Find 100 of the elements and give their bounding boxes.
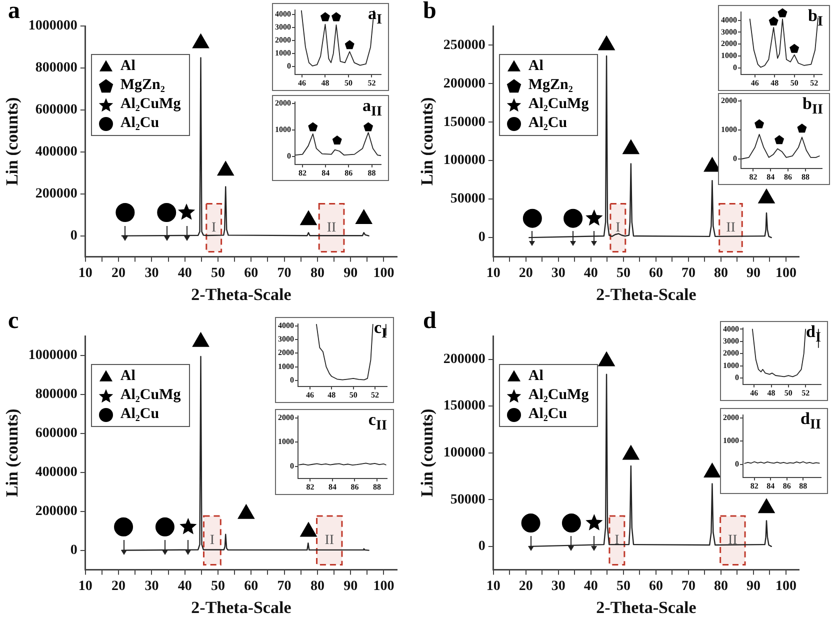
x-tick-label: 30 — [551, 578, 566, 594]
y-tick-label: 2000 — [721, 39, 737, 48]
x-tick-label: 20 — [112, 578, 126, 594]
point — [356, 210, 372, 224]
y-tick-label: 2000 — [278, 348, 294, 358]
x-tick-label: 100 — [373, 266, 394, 281]
band-label: II — [728, 533, 738, 548]
legend-label: Al₂Cu — [120, 114, 160, 133]
x-tick-label: 80 — [714, 266, 728, 281]
y-tick-label: 4000 — [278, 320, 294, 330]
y-tick-label: 200000 — [443, 352, 486, 367]
point — [192, 332, 210, 347]
point — [564, 208, 583, 228]
x-tick-label: 30 — [144, 266, 159, 281]
y-tick-label: 2000 — [278, 412, 294, 422]
y-tick-label: 0 — [478, 539, 486, 554]
y-tick-label: 0 — [70, 228, 78, 244]
x-tick-label: 10 — [78, 578, 92, 594]
y-tick-label: 400000 — [35, 144, 78, 160]
legend-label: MgZn₂ — [120, 76, 165, 95]
x-axis-title: 2-Theta-Scale — [191, 285, 292, 304]
x-tick-label: 50 — [210, 578, 225, 594]
y-tick-label: 0 — [735, 373, 739, 382]
x-tick-label: 40 — [584, 266, 598, 281]
band-label: II — [726, 220, 736, 236]
x-tick-label: 60 — [244, 578, 258, 594]
y-tick-label: 1000000 — [28, 18, 78, 34]
x-tick-label: 52 — [810, 78, 818, 88]
chart-title: d$_{II}$ — [800, 409, 821, 434]
x-tick-label: 48 — [321, 78, 330, 88]
chart-title: a — [8, 0, 20, 25]
point — [790, 44, 800, 53]
x-tick-label: 20 — [518, 266, 533, 281]
legend-label: Al₂Cu — [120, 405, 160, 424]
legend-label: Al — [528, 57, 544, 76]
point — [778, 8, 788, 18]
x-tick-label: 46 — [306, 390, 314, 400]
point — [522, 208, 542, 228]
x-tick-label: 82 — [750, 481, 758, 490]
point — [114, 517, 134, 536]
x-tick-label: 52 — [802, 388, 810, 398]
x-tick-label: 60 — [648, 266, 663, 281]
x-axis-title: 2-Theta-Scale — [596, 285, 697, 304]
x-tick-label: 88 — [372, 482, 381, 492]
point — [768, 16, 778, 26]
legend-label: Al — [120, 57, 136, 76]
band-label: I — [210, 533, 215, 548]
x-tick-label: 86 — [350, 482, 359, 492]
point — [586, 209, 603, 226]
x-tick-label: 40 — [178, 578, 192, 594]
y-tick-label: 400000 — [35, 464, 78, 480]
x-tick-label: 82 — [749, 172, 758, 182]
x-tick-label: 90 — [746, 266, 760, 281]
x-tick-label: 52 — [368, 78, 376, 88]
x-tick-label: 30 — [551, 266, 566, 281]
y-tick-label: 0 — [70, 542, 78, 558]
x-tick-label: 86 — [782, 481, 791, 490]
x-tick-label: 84 — [322, 168, 330, 178]
x-tick-label: 50 — [349, 390, 358, 400]
x-tick-label: 50 — [790, 78, 798, 88]
point — [192, 34, 210, 48]
x-tick-label: 10 — [486, 266, 500, 281]
y-tick-label: 3000 — [275, 22, 291, 32]
chart-title: c$_{II}$ — [368, 410, 387, 434]
y-tick-label: 3000 — [278, 334, 294, 344]
y-tick-label: 0 — [290, 376, 294, 385]
point — [178, 204, 196, 220]
legend-label: Al — [528, 367, 544, 386]
x-tick-label: 10 — [78, 266, 92, 281]
point — [758, 188, 775, 204]
x-tick-label: 100 — [775, 266, 796, 281]
point — [758, 498, 775, 514]
point — [754, 119, 764, 128]
band-label: I — [614, 533, 620, 548]
y-tick-label: 2000 — [723, 348, 739, 358]
point — [180, 518, 197, 534]
x-tick-label: 20 — [518, 578, 533, 594]
chart-title: a$_{II}$ — [362, 96, 382, 120]
x-tick-label: 90 — [344, 578, 358, 594]
y-axis-title: Lin (counts) — [418, 408, 437, 498]
x-tick-label: 50 — [210, 266, 225, 281]
point — [622, 140, 640, 154]
legend-label: Al₂Cu — [528, 405, 568, 424]
y-tick-label: 0 — [287, 151, 291, 160]
x-tick-label: 100 — [775, 578, 796, 594]
x-tick-label: 50 — [784, 388, 792, 398]
legend-label: Al₂CuMg — [120, 95, 181, 114]
y-tick-label: 600000 — [35, 102, 78, 118]
legend-label: MgZn₂ — [528, 76, 573, 95]
y-tick-label: 2000 — [721, 96, 737, 106]
y-tick-label: 2000 — [275, 36, 291, 45]
chart-title: b — [423, 0, 436, 25]
x-tick-label: 46 — [750, 78, 759, 88]
point — [238, 504, 254, 519]
band-label: I — [212, 220, 217, 236]
x-tick-label: 80 — [310, 578, 324, 594]
x-tick-label: 90 — [344, 266, 358, 281]
x-axis-title: 2-Theta-Scale — [191, 598, 292, 618]
y-tick-label: 150000 — [443, 398, 486, 414]
y-axis-title: Lin (counts) — [2, 97, 22, 186]
